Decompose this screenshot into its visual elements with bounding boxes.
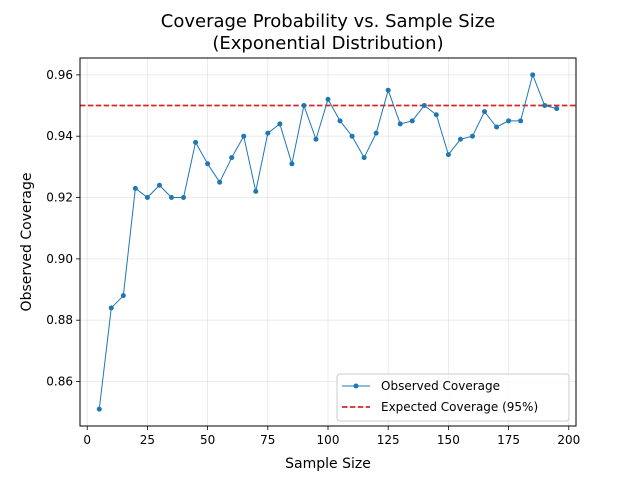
data-point	[325, 96, 331, 102]
y-axis-ticks: 0.86 0.88 0.90 0.92 0.94 0.96	[46, 68, 80, 389]
x-tick-label: 175	[497, 433, 520, 447]
legend-label-expected: Expected Coverage (95%)	[381, 400, 538, 414]
data-point	[373, 130, 379, 136]
data-point	[409, 118, 415, 124]
x-tick-label: 200	[557, 433, 580, 447]
data-point	[265, 130, 271, 136]
data-point	[253, 188, 259, 194]
data-point	[229, 155, 235, 161]
data-point	[289, 161, 295, 167]
x-tick-label: 75	[260, 433, 275, 447]
x-tick-label: 0	[83, 433, 91, 447]
data-point	[397, 121, 403, 127]
y-tick-label: 0.92	[46, 191, 73, 205]
x-tick-label: 125	[377, 433, 400, 447]
data-point	[385, 87, 391, 93]
y-tick-label: 0.94	[46, 129, 73, 143]
data-point	[361, 155, 367, 161]
chart-title: Coverage Probability vs. Sample Size	[161, 11, 495, 32]
data-point	[494, 124, 500, 130]
data-point	[241, 133, 247, 139]
x-axis-ticks: 0 25 50 75 100 125 150 175 200	[83, 426, 580, 447]
legend: Observed Coverage Expected Coverage (95%…	[336, 373, 570, 422]
data-point	[181, 195, 187, 201]
legend-box	[336, 373, 570, 422]
x-tick-label: 150	[437, 433, 460, 447]
data-point	[554, 106, 560, 112]
grid	[80, 58, 576, 426]
x-tick-label: 50	[200, 433, 215, 447]
data-point	[108, 305, 114, 311]
data-point	[205, 161, 211, 167]
data-point	[96, 406, 102, 412]
data-point	[421, 103, 427, 109]
x-tick-label: 100	[317, 433, 340, 447]
data-point	[542, 103, 548, 109]
data-point	[120, 293, 126, 299]
data-point	[193, 139, 199, 145]
data-point	[530, 72, 536, 78]
y-tick-label: 0.96	[46, 68, 73, 82]
x-tick-label: 25	[140, 433, 155, 447]
data-point	[217, 179, 223, 185]
y-tick-label: 0.90	[46, 252, 73, 266]
data-point	[469, 133, 475, 139]
data-point	[337, 118, 343, 124]
data-point	[518, 118, 524, 124]
chart-subtitle: (Exponential Distribution)	[212, 33, 443, 54]
data-point	[277, 121, 283, 127]
data-point	[313, 136, 319, 142]
x-axis-label: Sample Size	[285, 456, 371, 472]
y-tick-label: 0.86	[46, 375, 73, 389]
data-point	[445, 152, 451, 158]
data-point	[168, 195, 174, 201]
data-point	[506, 118, 512, 124]
data-point	[482, 109, 488, 115]
y-tick-label: 0.88	[46, 313, 73, 327]
legend-marker-observed	[353, 383, 359, 389]
data-point	[144, 195, 150, 201]
series	[96, 72, 560, 412]
y-axis-label: Observed Coverage	[19, 173, 35, 312]
data-point	[457, 136, 463, 142]
legend-label-observed: Observed Coverage	[381, 379, 500, 393]
data-point	[156, 182, 162, 188]
data-point	[301, 103, 307, 109]
data-point	[349, 133, 355, 139]
data-point	[132, 185, 138, 191]
data-point	[433, 112, 439, 118]
